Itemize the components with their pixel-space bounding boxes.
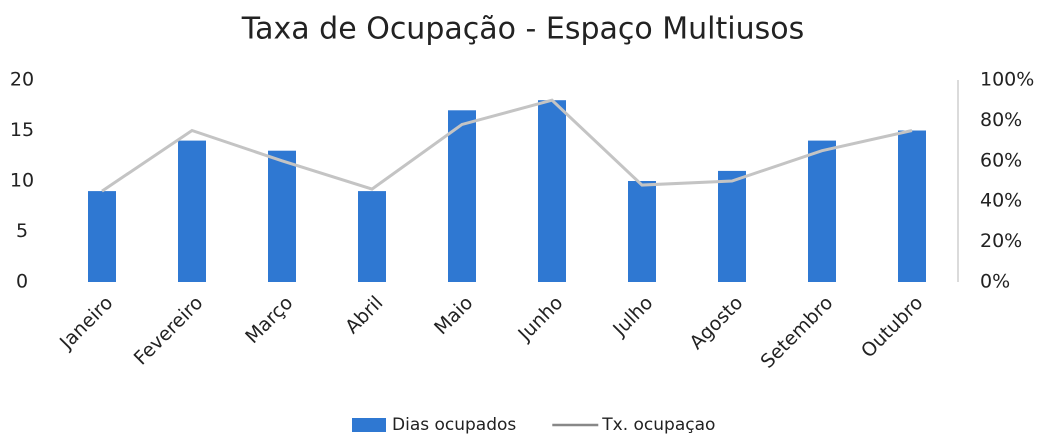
y-tick-label: 5 (16, 220, 28, 242)
bar (718, 170, 746, 282)
x-tick-label: Maio (430, 292, 477, 339)
y2-tick-label: 60% (980, 149, 1022, 171)
x-tick-label: Março (241, 292, 297, 348)
y2-tick-label: 100% (980, 69, 1034, 91)
bar (808, 140, 836, 282)
legend-label: Tx. ocupaçao (601, 415, 715, 435)
line (101, 98, 913, 193)
x-tick-label: Fevereiro (130, 292, 208, 370)
chart-title: Taxa de Ocupação - Espaço Multiusos (241, 12, 805, 47)
y-tick-label: 0 (16, 271, 28, 293)
y2-tick-label: 80% (980, 109, 1022, 131)
y-tick-label: 10 (10, 170, 34, 192)
y2-tick-label: 0% (980, 271, 1010, 293)
x-tick-label: Janeiro (55, 292, 117, 354)
bar (178, 140, 206, 282)
bar (628, 181, 656, 282)
legend-label: Dias ocupados (392, 415, 516, 435)
x-tick-label: Junho (513, 292, 567, 346)
y-tick-label: 15 (10, 119, 34, 141)
y2-tick-label: 20% (980, 230, 1022, 252)
bar (898, 130, 926, 282)
x-tick-label: Abril (341, 292, 387, 338)
x-tick-label: Julho (608, 292, 657, 341)
bar (358, 191, 386, 282)
x-tick-label: Outubro (857, 292, 927, 362)
bar (88, 191, 116, 282)
bar (448, 110, 476, 282)
bar (538, 100, 566, 282)
y2-tick-label: 40% (980, 190, 1022, 212)
x-tick-label: Agosto (685, 292, 747, 354)
y-tick-label: 20 (10, 69, 34, 91)
bar (268, 150, 296, 282)
legend-swatch (352, 418, 386, 432)
x-tick-label: Setembro (756, 292, 837, 373)
